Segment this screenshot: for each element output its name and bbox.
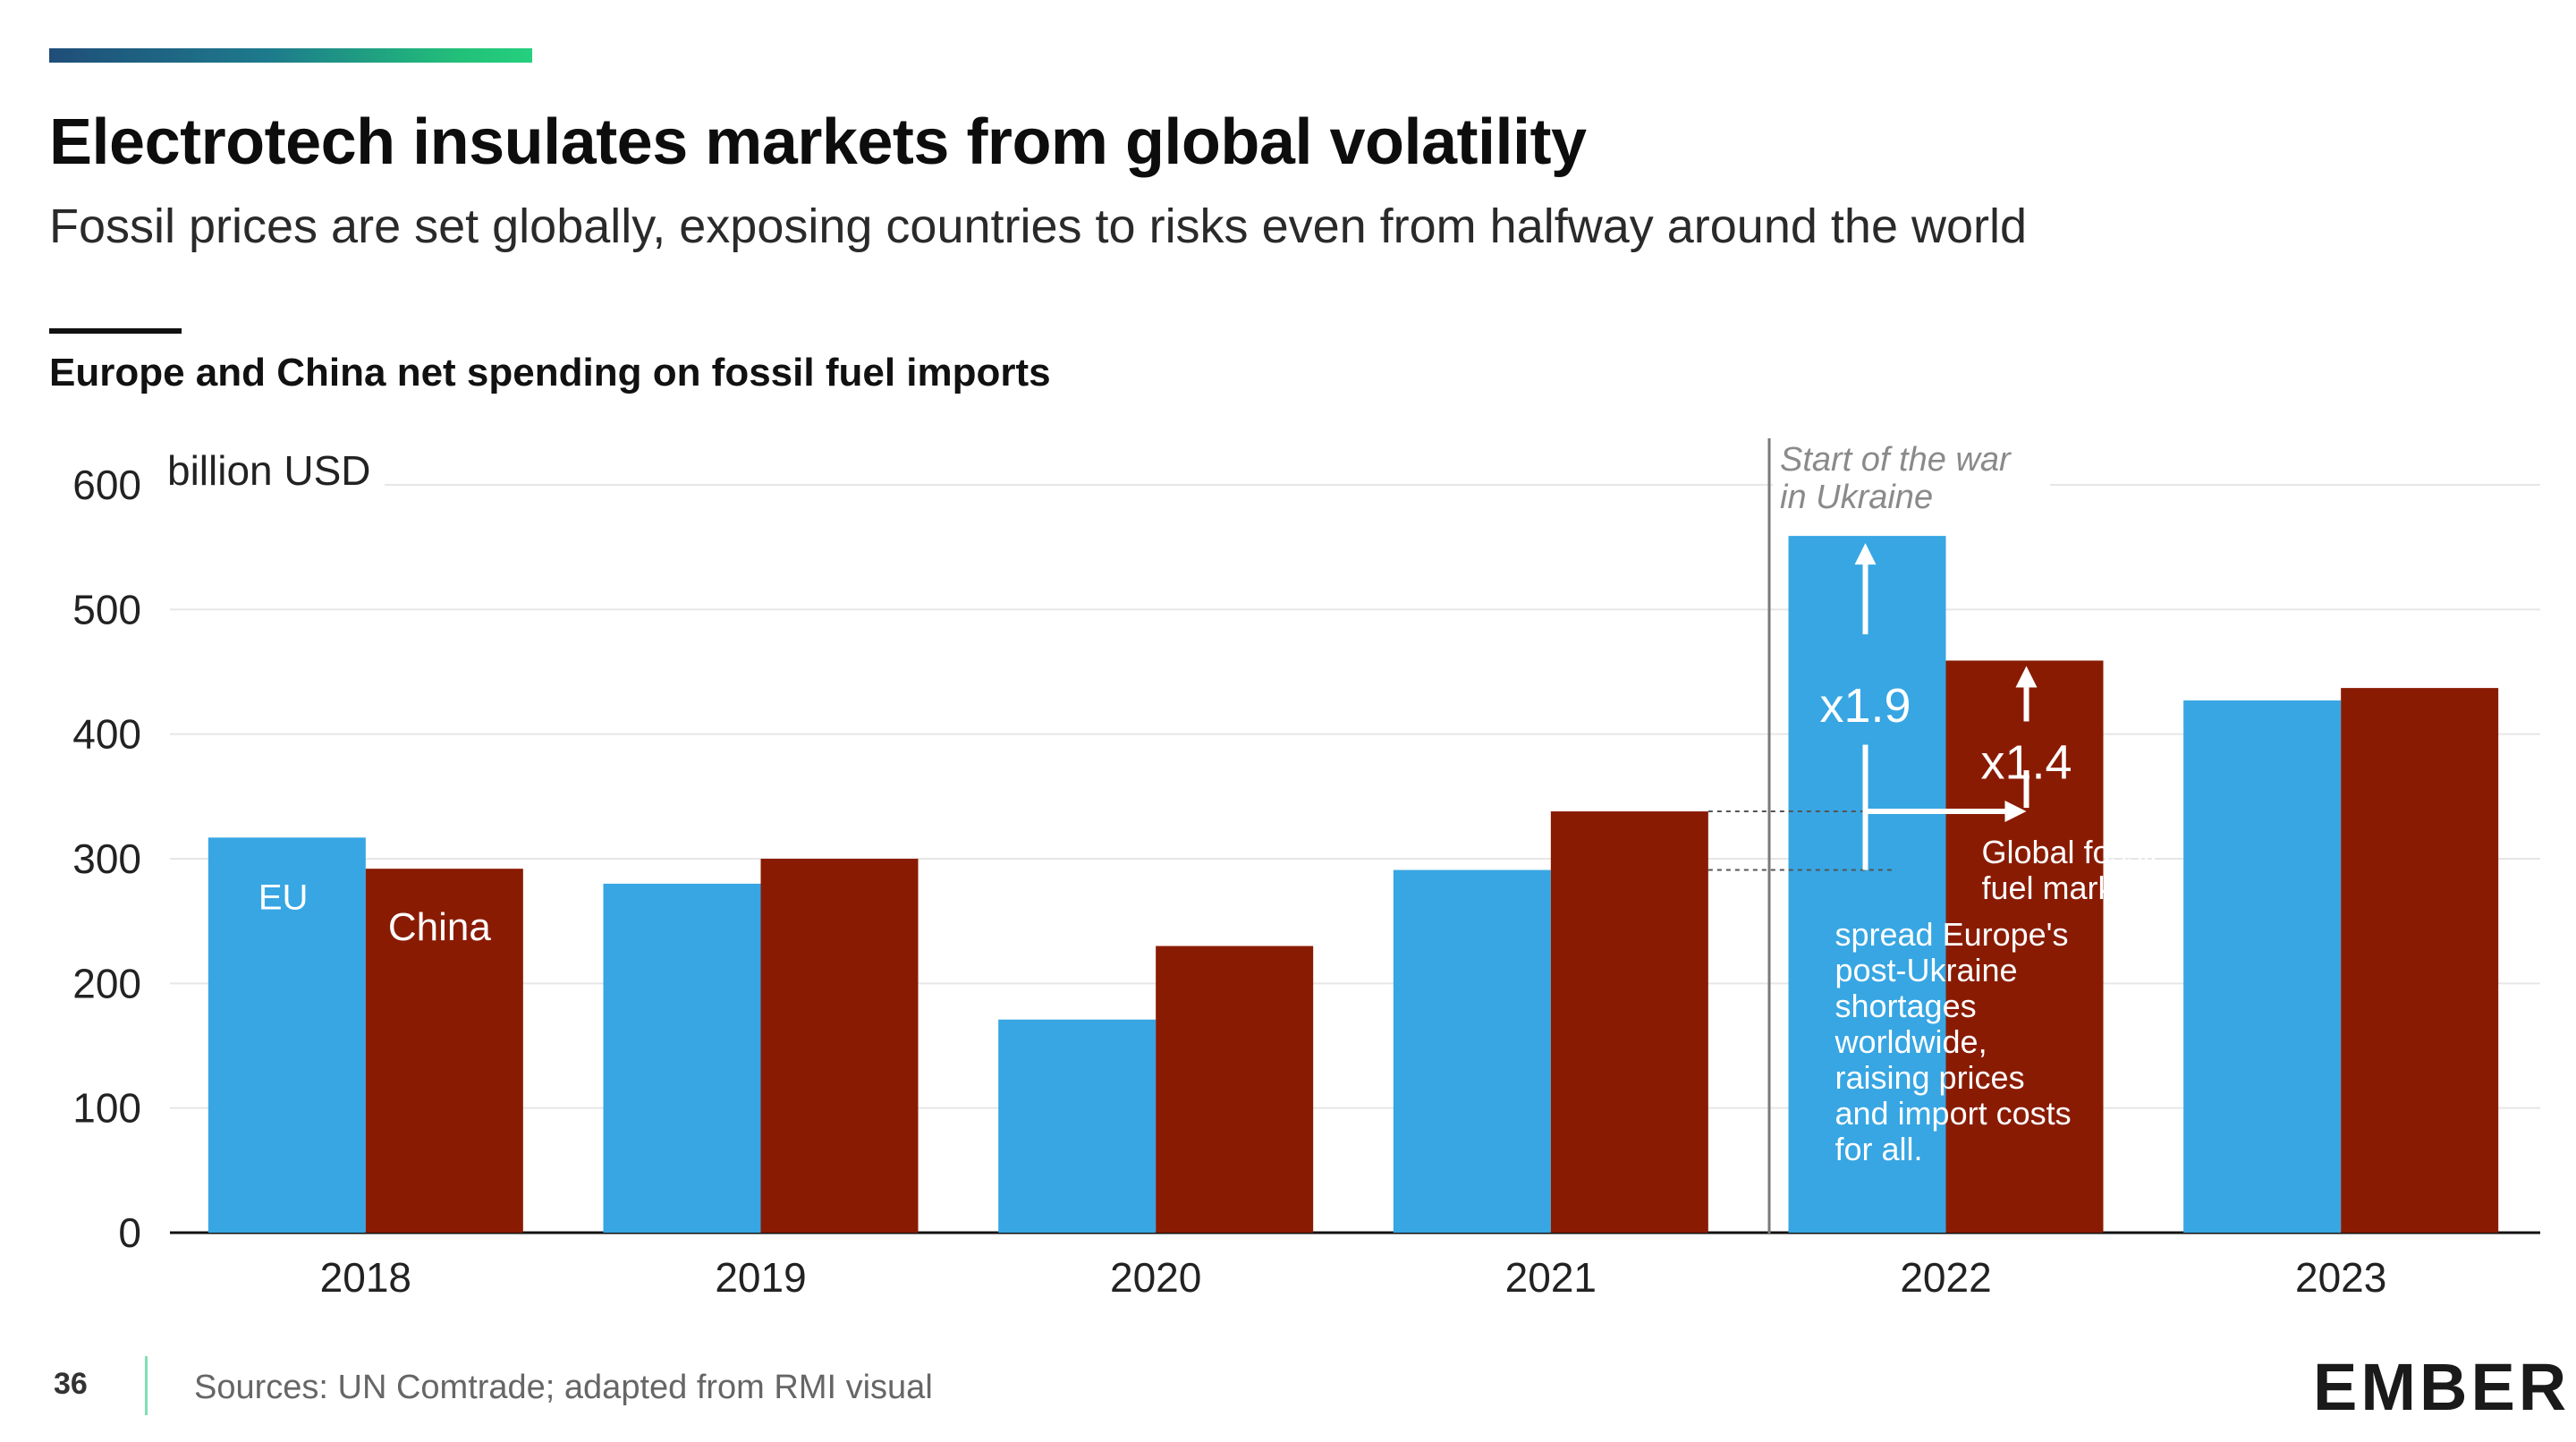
bars (208, 536, 2499, 1233)
bar-china-2019 (760, 859, 919, 1233)
annotation-note-line: spread Europe's (1835, 916, 2069, 953)
bar-chart: 0 100 200 300 400 500 600 billion USD 2018 2019… (72, 435, 2540, 1301)
annotation-note-line: Global fossil (1981, 834, 2157, 870)
x-tick-label: 2019 (715, 1254, 806, 1301)
accent-bar (49, 48, 532, 63)
bar-eu-2018 (208, 837, 366, 1233)
x-tick-label: 2023 (2295, 1254, 2386, 1301)
y-axis-ticks: 0 100 200 300 400 500 600 (72, 462, 141, 1256)
y-tick-label: 500 (72, 586, 141, 632)
annotation-note-line: shortages (1835, 988, 1977, 1024)
bar-eu-2021 (1393, 869, 1551, 1233)
footer-separator (145, 1356, 148, 1415)
bar-china-2020 (1156, 946, 1314, 1233)
x-tick-label: 2021 (1505, 1254, 1597, 1301)
y-tick-label: 600 (72, 462, 141, 508)
ember-logo: EMBER (2313, 1350, 2571, 1424)
series-labels: EU China (258, 878, 491, 949)
annotation-note-line: raising prices (1835, 1059, 2025, 1096)
china-arrow-head-icon (2015, 666, 2038, 688)
bar-eu-2022 (1788, 536, 1946, 1233)
y-tick-label: 200 (72, 960, 141, 1006)
annotation-note-line: for all. (1835, 1131, 1923, 1167)
section-rule (49, 328, 182, 334)
page-subtitle: Fossil prices are set globally, exposing… (49, 199, 2028, 253)
bar-eu-2023 (2183, 700, 2342, 1233)
bar-china-2018 (365, 869, 523, 1233)
gridlines (170, 484, 2540, 1234)
y-tick-label: 0 (118, 1209, 141, 1256)
annotation-note-line: and import costs (1835, 1095, 2072, 1132)
annotation-note-line: post-Ukraine (1835, 952, 2018, 988)
bar-eu-2020 (998, 1019, 1157, 1233)
war-label-background (1773, 435, 2050, 524)
series-label-china: China (388, 905, 491, 949)
x-tick-label: 2020 (1110, 1254, 1201, 1301)
bar-eu-2019 (603, 883, 761, 1233)
page-number: 36 (54, 1367, 88, 1401)
bar-china-2023 (2341, 688, 2499, 1233)
eu-arrow-head-icon (1854, 543, 1877, 565)
x-tick-label: 2018 (320, 1254, 411, 1301)
page-title: Electrotech insulates markets from globa… (49, 106, 1587, 178)
series-label-eu: EU (258, 878, 309, 917)
annotation-note-line: worldwide, (1835, 1023, 1987, 1060)
war-label-line1: Start of the war (1780, 441, 2012, 479)
y-axis-label: billion USD (167, 447, 371, 494)
bar-china-2022 (1945, 660, 2104, 1233)
horizontal-arrow-head-icon (2004, 801, 2027, 823)
annotation-note-line: fuel markets (1981, 869, 2157, 906)
y-tick-label: 300 (72, 836, 141, 882)
war-label-line2: in Ukraine (1780, 479, 1933, 516)
china-multiplier-label: x1.4 (1980, 735, 2072, 789)
x-axis-ticks: 2018 2019 2020 2021 2022 2023 (320, 1254, 2387, 1301)
y-tick-label: 400 (72, 711, 141, 758)
chart-title: Europe and China net spending on fossil … (49, 351, 1051, 394)
y-tick-label: 100 (72, 1085, 141, 1132)
bar-china-2021 (1550, 811, 1708, 1233)
x-tick-label: 2022 (1900, 1254, 1991, 1301)
annotations: Start of the war in Ukraine x1.9 x1.4 Gl… (1707, 435, 2157, 1234)
eu-multiplier-label: x1.9 (1819, 679, 1911, 733)
source-note: Sources: UN Comtrade; adapted from RMI v… (194, 1369, 933, 1406)
